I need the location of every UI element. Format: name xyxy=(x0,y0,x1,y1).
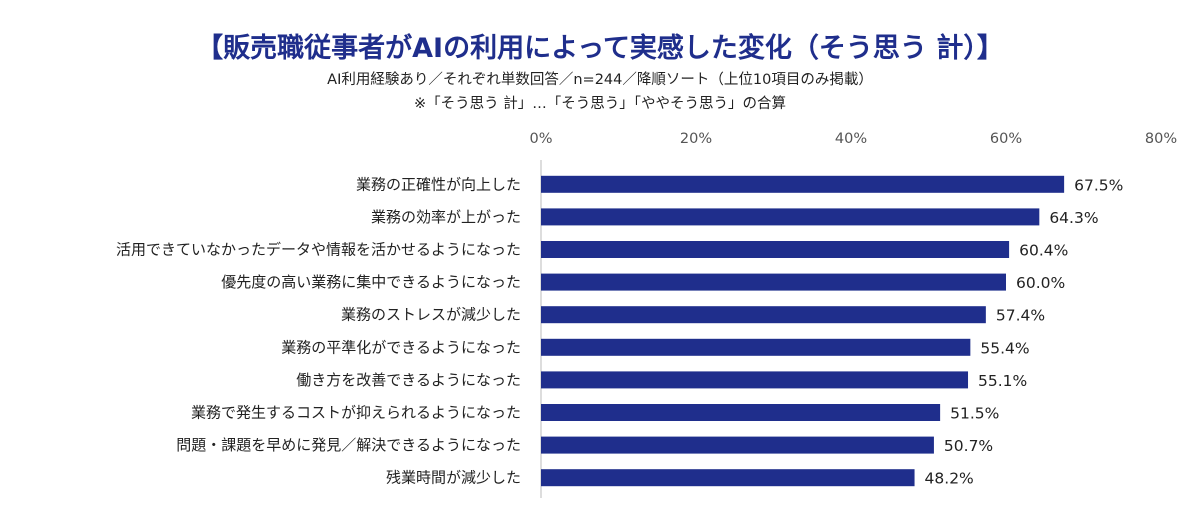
value-label: 48.2% xyxy=(925,470,974,488)
x-tick-label: 0% xyxy=(529,131,552,147)
value-label: 60.4% xyxy=(1019,242,1068,260)
value-label: 60.0% xyxy=(1016,274,1065,292)
bar xyxy=(541,371,969,389)
x-tick-label: 20% xyxy=(680,131,712,147)
bar xyxy=(541,436,934,454)
chart-note: ※「そう思う 計」…「そう思う」「ややそう思う」の合算 xyxy=(413,96,786,112)
bar xyxy=(541,404,941,421)
chart-subtitle: AI利用経験あり／それぞれ単数回答／n=244／降順ソート（上位10項目のみ掲載… xyxy=(327,72,873,88)
value-label: 50.7% xyxy=(944,437,993,455)
category-label: 問題・課題を早めに発見／解決できるようになった xyxy=(176,436,521,454)
category-label: 業務の効率が上がった xyxy=(371,208,521,226)
category-label: 業務の平準化ができるようになった xyxy=(281,338,521,356)
value-label: 57.4% xyxy=(996,307,1045,325)
value-label: 55.4% xyxy=(980,339,1029,357)
bar xyxy=(541,306,986,324)
category-label: 残業時間が減少した xyxy=(386,469,521,487)
category-label: 業務の正確性が向上した xyxy=(356,175,521,193)
bar xyxy=(541,208,1040,226)
x-tick-label: 80% xyxy=(1145,131,1177,147)
chart-title: 【販売職従事者がAIの利用によって実感した変化（そう思う 計）】 xyxy=(196,33,1004,64)
category-label: 業務で発生するコストが抑えられるようになった xyxy=(191,404,521,422)
category-label: 優先度の高い業務に集中できるようになった xyxy=(221,273,521,291)
value-label: 55.1% xyxy=(978,372,1027,390)
category-label: 働き方を改善できるようになった xyxy=(296,371,521,389)
x-tick-label: 40% xyxy=(835,131,867,147)
value-label: 51.5% xyxy=(950,405,999,423)
bar xyxy=(541,338,971,356)
bar xyxy=(541,241,1010,258)
value-label: 67.5% xyxy=(1074,176,1123,194)
bar xyxy=(541,175,1065,193)
bar xyxy=(541,469,915,487)
value-label: 64.3% xyxy=(1049,209,1098,227)
category-label: 業務のストレスが減少した xyxy=(341,306,521,324)
category-label: 活用できていなかったデータや情報を活かせるようになった xyxy=(116,241,521,259)
bar xyxy=(541,273,1006,291)
x-tick-label: 60% xyxy=(990,131,1022,147)
